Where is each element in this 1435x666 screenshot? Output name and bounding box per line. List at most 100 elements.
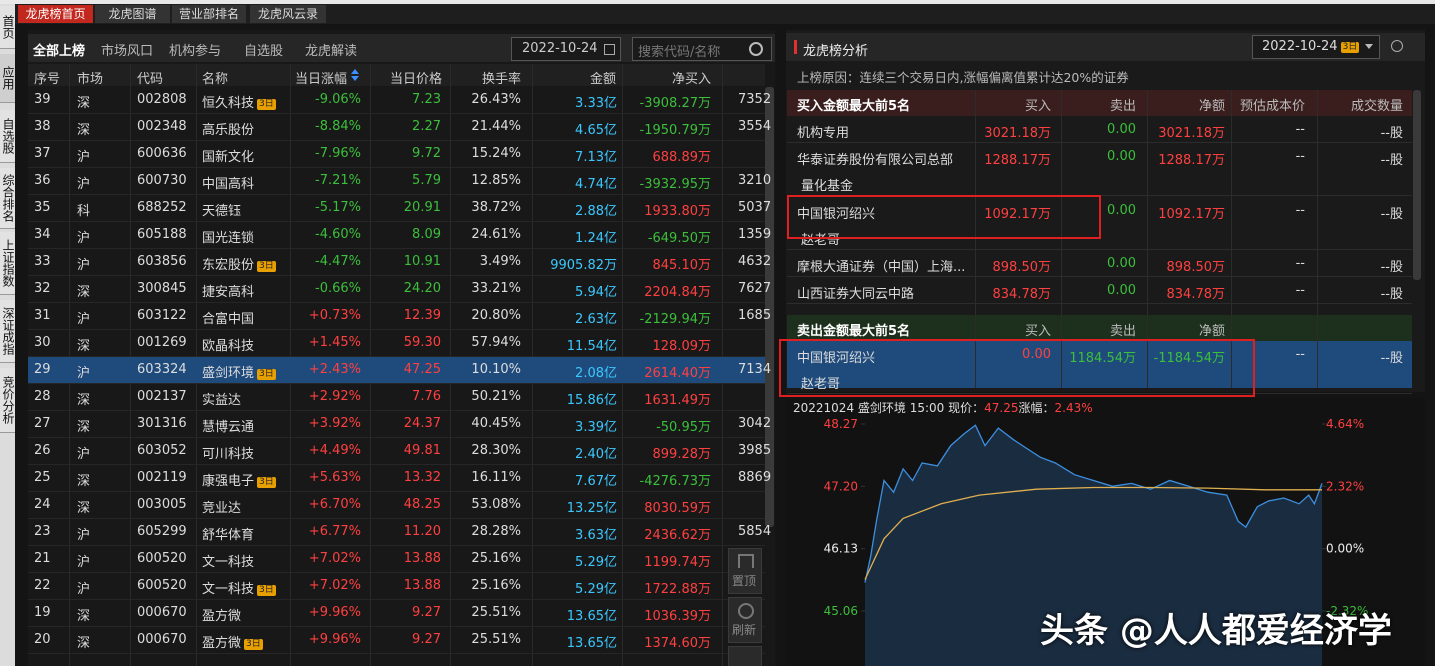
column-header: 卖出 bbox=[1061, 320, 1136, 339]
table-row[interactable]: 22沪600520文一科技3日+7.02%13.8825.16%5.29亿172… bbox=[28, 573, 765, 600]
table-cell[interactable]: 机构专用 bbox=[797, 122, 972, 141]
table-row[interactable]: 27深301316慧博云通+3.92%24.3740.45%3.39亿-50.9… bbox=[28, 411, 765, 438]
top-tab[interactable]: 龙虎图谱 bbox=[95, 5, 170, 23]
column-header[interactable]: 市场 bbox=[77, 68, 103, 87]
y2-tick-label: 2.32% bbox=[1326, 479, 1364, 493]
table-row[interactable]: 21沪600520文一科技+7.02%13.8825.16%5.29亿1199.… bbox=[28, 546, 765, 573]
table-cell: +0.73% bbox=[290, 308, 361, 323]
filter-tab[interactable]: 机构参与 bbox=[169, 40, 221, 59]
scrollbar[interactable] bbox=[765, 87, 774, 527]
table-cell: 30 bbox=[34, 335, 74, 350]
table-cell: +5.63% bbox=[290, 470, 361, 485]
table-row[interactable]: 30深001269欧晶科技+1.45%59.3057.94%11.54亿128.… bbox=[28, 330, 765, 357]
column-header[interactable]: 净买入 bbox=[672, 68, 711, 87]
table-row[interactable]: 35科688252天德钰-5.17%20.9138.72%2.88亿1933.8… bbox=[28, 195, 765, 222]
table-cell: +2.43% bbox=[290, 362, 361, 377]
float-button[interactable] bbox=[728, 646, 762, 666]
table-cell[interactable]: 山西证券大同云中路 bbox=[797, 283, 972, 302]
column-header: 净额 bbox=[1147, 95, 1225, 114]
table-row[interactable]: 34沪605188国光连锁-4.60%8.0924.61%1.24亿-649.5… bbox=[28, 222, 765, 249]
search-box[interactable]: 搜索代码/名称 bbox=[632, 37, 772, 61]
table-cell: 3021.18万 bbox=[975, 122, 1051, 141]
sidebar-tab[interactable]: 竞价分析 bbox=[0, 368, 15, 433]
table-cell: +7.02% bbox=[290, 578, 361, 593]
table-row[interactable]: 20深000670盈方微3日+9.96%9.2725.51%13.65亿1374… bbox=[28, 627, 765, 654]
table-row[interactable]: 31沪603122合富中国+0.73%12.3920.80%2.63亿-2129… bbox=[28, 303, 765, 330]
table-cell: 沪 bbox=[77, 578, 117, 597]
table-cell: 48.25 bbox=[370, 497, 441, 512]
table-row[interactable]: 36沪600730中国高科-7.21%5.7912.85%4.74亿-3932.… bbox=[28, 168, 765, 195]
table-cell: 8030.59万 bbox=[622, 497, 711, 516]
table-cell: 1685 bbox=[738, 308, 771, 323]
table-row[interactable]: 19深000670盈方微+9.96%9.2725.51%13.65亿1036.3… bbox=[28, 600, 765, 627]
column-header[interactable]: 金额 bbox=[590, 68, 616, 87]
top-tab[interactable]: 龙虎榜首页 bbox=[18, 5, 93, 23]
table-cell: +1.45% bbox=[290, 335, 361, 350]
sidebar-tab[interactable]: 首页 bbox=[0, 6, 15, 49]
title-part: 47.25 bbox=[984, 401, 1018, 415]
filter-tab[interactable]: 龙虎解读 bbox=[305, 40, 357, 59]
table-cell: 深 bbox=[77, 497, 117, 516]
table-cell[interactable]: 华泰证券股份有限公司总部 bbox=[797, 149, 972, 168]
table-row[interactable]: 37沪600636国新文化-7.96%9.7215.24%7.13亿688.89… bbox=[28, 141, 765, 168]
column-header[interactable]: 名称 bbox=[202, 68, 228, 87]
filter-tab[interactable]: 全部上榜 bbox=[33, 40, 85, 59]
table-row[interactable]: 39深002808恒久科技3日-9.06%7.2326.43%3.33亿-390… bbox=[28, 87, 765, 114]
top-tab[interactable]: 龙虎风云录 bbox=[250, 5, 326, 23]
sidebar-tab[interactable]: 深证成指 bbox=[0, 300, 15, 363]
sidebar-tab[interactable]: 自选股 bbox=[0, 110, 15, 163]
column-header: 预估成本价 bbox=[1231, 95, 1305, 114]
table-cell: 10.10% bbox=[450, 362, 521, 377]
table-row[interactable]: 29沪603324盛剑环境3日+2.43%47.2510.10%2.08亿261… bbox=[28, 357, 765, 384]
table-row[interactable]: 23沪605299舒华体育+6.77%11.2028.28%3.63亿2436.… bbox=[28, 519, 765, 546]
sort-icon bbox=[351, 76, 359, 81]
table-row[interactable]: 28深002137实益达+2.92%7.7650.21%15.86亿1631.4… bbox=[28, 384, 765, 411]
table-cell: -- bbox=[1231, 256, 1305, 271]
table-row[interactable]: 24深003005竞业达+6.70%48.2553.08%13.25亿8030.… bbox=[28, 492, 765, 519]
sidebar-tab[interactable]: 上证指数 bbox=[0, 232, 15, 295]
table-row[interactable]: 38深002348高乐股份-8.84%2.2721.44%4.65亿-1950.… bbox=[28, 114, 765, 141]
info-icon[interactable] bbox=[1391, 40, 1403, 52]
table-cell: 深 bbox=[77, 119, 117, 138]
filter-tab[interactable]: 自选股 bbox=[244, 40, 283, 59]
table-cell: 605299 bbox=[137, 524, 197, 539]
tag: 量化基金 bbox=[801, 175, 853, 194]
sidebar-tab[interactable]: 应用 bbox=[0, 54, 15, 103]
table-cell[interactable]: 摩根大通证券（中国）上海... bbox=[797, 256, 972, 275]
table-row[interactable]: 26沪603052可川科技+4.49%49.8128.30%2.40亿899.2… bbox=[28, 438, 765, 465]
table-cell: --股 bbox=[1317, 122, 1403, 141]
column-header[interactable]: 当日涨幅 bbox=[295, 68, 347, 87]
table-cell: +6.77% bbox=[290, 524, 361, 539]
table-cell: 1288.17万 bbox=[1147, 149, 1225, 168]
sort-icon bbox=[351, 69, 359, 74]
table-cell: 2.40亿 bbox=[532, 443, 617, 462]
column-header[interactable]: 当日价格 bbox=[390, 68, 442, 87]
float-button[interactable]: 置顶 bbox=[728, 548, 762, 594]
y-tick-label: 47.20 bbox=[824, 479, 858, 493]
top-tab[interactable]: 营业部排名 bbox=[172, 5, 246, 23]
column-header[interactable]: 代码 bbox=[137, 68, 163, 87]
table-cell: 47.25 bbox=[370, 362, 441, 377]
table-row[interactable]: 32深300845捷安高科-0.66%24.2033.21%5.94亿2204.… bbox=[28, 276, 765, 303]
column-header[interactable]: 换手率 bbox=[482, 68, 521, 87]
date-select[interactable]: 2022-10-243日 bbox=[1252, 35, 1380, 59]
float-button[interactable]: 刷新 bbox=[728, 597, 762, 643]
date-picker[interactable]: 2022-10-24 bbox=[511, 37, 621, 61]
table-cell: 1092.17万 bbox=[1147, 203, 1225, 222]
table-cell: -50.95万 bbox=[622, 416, 711, 435]
table-cell: 9905.82万 bbox=[532, 254, 617, 273]
table-cell: 13.88 bbox=[370, 551, 441, 566]
table-cell: 29 bbox=[34, 362, 74, 377]
highlight-box bbox=[779, 339, 1255, 397]
table-cell: -8.84% bbox=[290, 119, 361, 134]
column-header[interactable]: 序号 bbox=[34, 68, 60, 87]
filter-tab[interactable]: 市场风口 bbox=[101, 40, 153, 59]
table-cell: 834.78万 bbox=[975, 283, 1051, 302]
right-scrollbar[interactable] bbox=[1413, 90, 1421, 280]
table-cell: +7.02% bbox=[290, 551, 361, 566]
table-row[interactable]: 33沪603856东宏股份3日-4.47%10.913.49%9905.82万8… bbox=[28, 249, 765, 276]
badge: 3日 bbox=[257, 99, 276, 110]
sidebar-tab[interactable]: 综合排名 bbox=[0, 168, 15, 229]
table-row[interactable]: 25深002119康强电子3日+5.63%13.3216.11%7.67亿-42… bbox=[28, 465, 765, 492]
